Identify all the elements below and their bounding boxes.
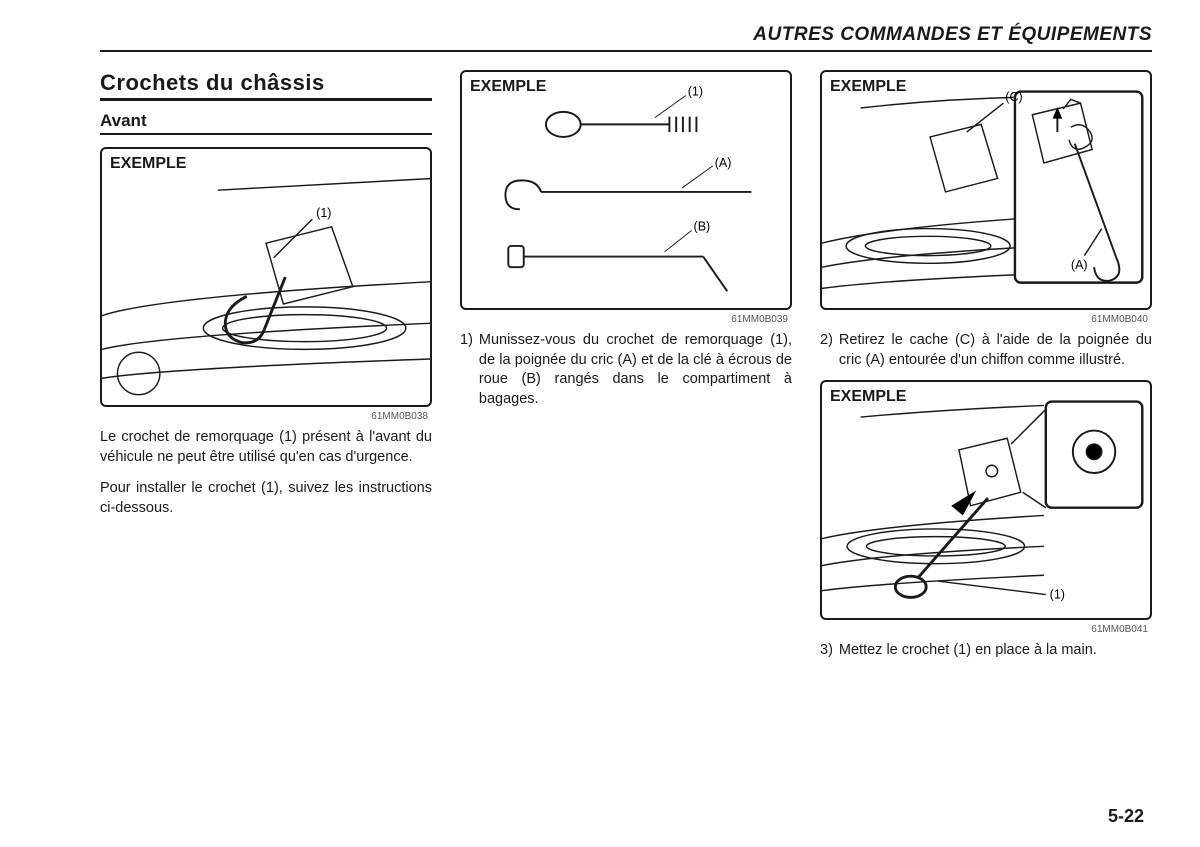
columns: Crochets du châssis Avant EXEMPLE: [100, 70, 1152, 671]
column-1: Crochets du châssis Avant EXEMPLE: [100, 70, 432, 671]
figure-code: 61MM0B040: [820, 314, 1152, 325]
figure-code: 61MM0B039: [460, 314, 792, 325]
figure-label: EXEMPLE: [830, 388, 906, 406]
figure-4: EXEMPLE: [820, 380, 1152, 620]
paragraph: Pour installer le crochet (1), suivez le…: [100, 479, 432, 518]
figure-3: EXEMPLE: [820, 70, 1152, 310]
figure-label: EXEMPLE: [470, 78, 546, 96]
marker-1: (1): [688, 84, 703, 98]
figure-label: EXEMPLE: [830, 78, 906, 96]
column-3: EXEMPLE: [820, 70, 1152, 671]
figure-label: EXEMPLE: [110, 155, 186, 173]
column-2: EXEMPLE: [460, 70, 792, 671]
step-number: 3): [820, 641, 833, 661]
page-number: 5-22: [1108, 806, 1144, 827]
figure-code: 61MM0B038: [100, 411, 432, 422]
step-2: 2) Retirez le cache (C) à l'aide de la p…: [820, 331, 1152, 370]
page-header: AUTRES COMMANDES ET ÉQUIPEMENTS: [100, 24, 1152, 52]
sub-title: Avant: [100, 111, 432, 135]
marker-C: (C): [1005, 90, 1022, 104]
step-1: 1) Munissez-vous du crochet de remorquag…: [460, 331, 792, 409]
marker-B: (B): [694, 220, 711, 234]
paragraph: Le crochet de remorquage (1) présent à l…: [100, 428, 432, 467]
step-number: 1): [460, 331, 473, 409]
section-title: Crochets du châssis: [100, 70, 432, 101]
marker-1: (1): [1050, 588, 1065, 602]
marker-A: (A): [715, 156, 732, 170]
step-text: Mettez le crochet (1) en place à la main…: [839, 641, 1097, 661]
step-text: Munissez-vous du crochet de remorquage (…: [479, 331, 792, 409]
step-3: 3) Mettez le crochet (1) en place à la m…: [820, 641, 1152, 661]
marker-1: (1): [316, 206, 331, 220]
figure-2: EXEMPLE: [460, 70, 792, 310]
step-number: 2): [820, 331, 833, 370]
figure-code: 61MM0B041: [820, 624, 1152, 635]
step-text: Retirez le cache (C) à l'aide de la poig…: [839, 331, 1152, 370]
figure-1: EXEMPLE: [100, 147, 432, 407]
marker-A: (A): [1071, 258, 1088, 272]
